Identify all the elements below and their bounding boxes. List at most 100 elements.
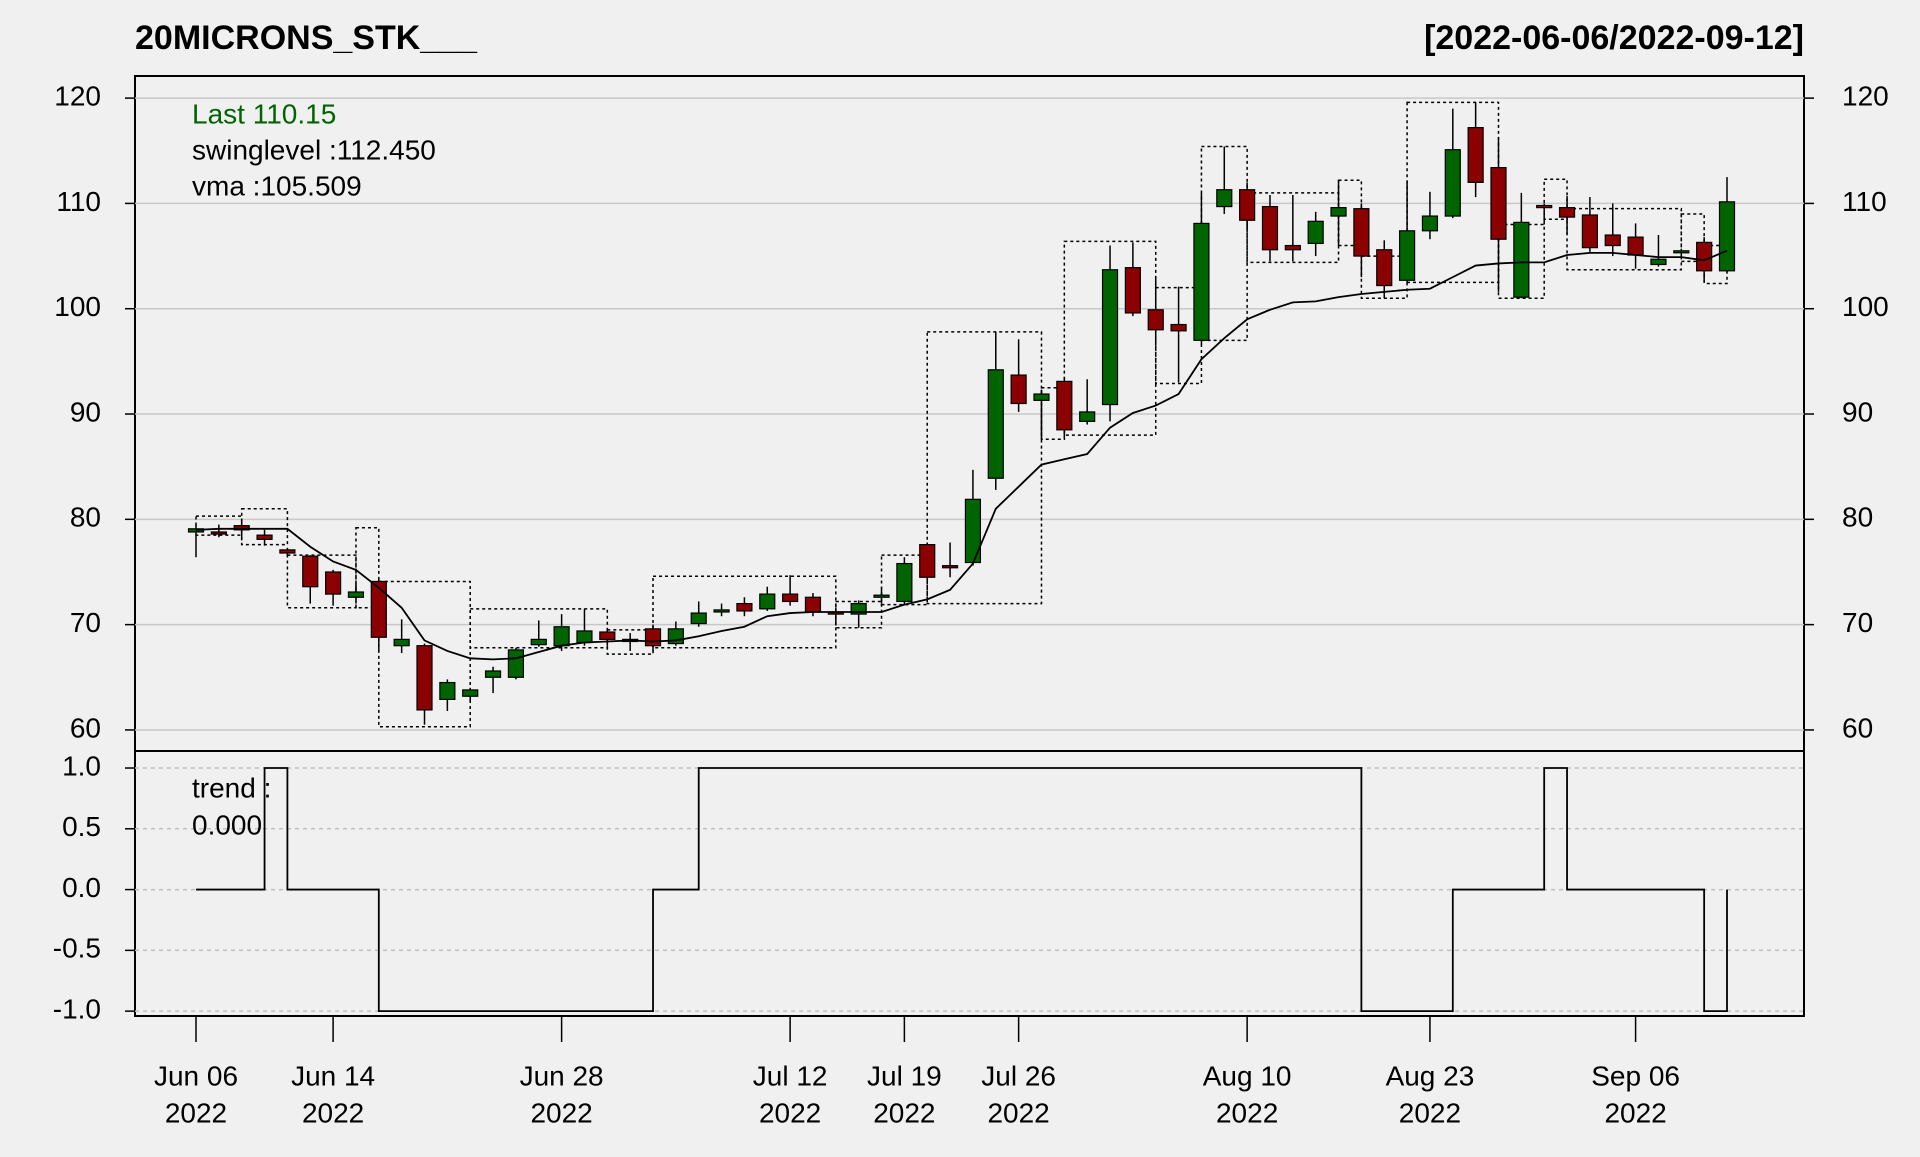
candle-body — [782, 593, 799, 603]
y-tick-label-right: 90 — [1842, 396, 1873, 427]
x-tick-label: Jun 14 — [291, 1060, 375, 1091]
candle-body — [393, 638, 410, 647]
candle-body — [576, 630, 593, 644]
legend-text: 0.000 — [192, 809, 262, 840]
candle-body — [302, 555, 319, 588]
candle-body — [690, 612, 707, 625]
swing-box — [469, 608, 609, 649]
candle-body — [919, 544, 936, 578]
chart-title: 20MICRONS_STK___ — [135, 19, 478, 57]
swing-box — [286, 554, 357, 609]
candle-body — [1124, 267, 1141, 314]
trend-line — [196, 767, 1728, 1013]
candle-body — [1376, 249, 1393, 287]
candle-body — [1239, 189, 1256, 221]
x-tick-label: 2022 — [1216, 1097, 1278, 1128]
candle-body — [210, 531, 227, 535]
candle-body — [1581, 214, 1598, 249]
candle-body — [1604, 234, 1621, 247]
x-tick-label: 2022 — [1399, 1097, 1461, 1128]
x-tick-label: Jul 26 — [981, 1060, 1056, 1091]
candle-body — [1696, 241, 1713, 272]
candle-body — [1444, 149, 1461, 217]
candle-body — [1353, 208, 1370, 257]
candle-body — [1193, 222, 1210, 341]
candle-body — [484, 670, 502, 678]
candle-body — [1284, 244, 1301, 251]
swing-box — [926, 331, 1043, 605]
candle-body — [439, 681, 456, 701]
x-tick-label: Jun 06 — [154, 1060, 238, 1091]
y-tick-label-right: 120 — [1842, 81, 1889, 112]
legend-text: swinglevel :112.450 — [192, 134, 436, 165]
x-tick-label: 2022 — [1604, 1097, 1666, 1128]
legend-text: vma :105.509 — [192, 170, 362, 201]
candle-body — [736, 602, 753, 612]
candle-body — [462, 689, 479, 697]
candle-body — [1101, 269, 1119, 406]
candle-body — [1490, 167, 1507, 240]
x-tick-label: 2022 — [165, 1097, 227, 1128]
candle-body — [1513, 221, 1530, 298]
candle-body — [1718, 201, 1736, 272]
candle-body — [1261, 205, 1279, 251]
candle-body — [1170, 323, 1187, 332]
x-tick-label: 2022 — [987, 1097, 1049, 1128]
candle-body — [1558, 207, 1576, 218]
y-tick-label: -1.0 — [53, 994, 101, 1025]
x-tick-label: Sep 06 — [1591, 1060, 1680, 1091]
swing-box — [355, 527, 380, 609]
candle-body — [416, 645, 433, 711]
y-tick-label: 110 — [56, 186, 101, 217]
x-tick-label: 2022 — [302, 1097, 364, 1128]
candle-body — [896, 562, 913, 603]
candle-body — [599, 631, 616, 640]
y-tick-label: 90 — [70, 396, 101, 427]
candle-body — [1650, 258, 1667, 266]
x-tick-label: Aug 23 — [1386, 1060, 1475, 1091]
y-tick-label: 120 — [54, 81, 101, 112]
candle-body — [530, 638, 547, 646]
candle-body — [1307, 220, 1324, 245]
candle-body — [1033, 393, 1050, 401]
x-tick-label: 2022 — [759, 1097, 821, 1128]
x-tick-label: 2022 — [530, 1097, 592, 1128]
candle-body — [1398, 230, 1416, 281]
vma-line — [195, 249, 1728, 661]
y-tick-label: 0.0 — [62, 872, 101, 903]
y-tick-label-right: 80 — [1842, 502, 1873, 533]
x-tick-label: Jun 28 — [520, 1060, 604, 1091]
candle-body — [1216, 189, 1233, 208]
candle-body — [233, 525, 250, 531]
swing-box — [1680, 213, 1705, 263]
candle-body — [987, 369, 1004, 479]
y-tick-label: 100 — [54, 291, 101, 322]
candle-body — [1147, 309, 1164, 331]
x-tick-label: 2022 — [873, 1097, 935, 1128]
candle-body — [850, 602, 867, 615]
y-tick-label-right: 70 — [1842, 607, 1873, 638]
candle-body — [1421, 215, 1439, 232]
candle-body — [507, 649, 525, 678]
y-tick-label: 1.0 — [62, 750, 101, 781]
x-tick-label: Aug 10 — [1203, 1060, 1292, 1091]
candle-body — [804, 596, 822, 613]
legend-text: Last 110.15 — [192, 98, 336, 129]
trend-panel — [134, 750, 1805, 1017]
candle-body — [1627, 236, 1644, 256]
candle-body — [279, 549, 296, 554]
candle-body — [553, 626, 570, 647]
candle-body — [370, 580, 387, 638]
y-tick-label: 0.5 — [62, 811, 101, 842]
y-tick-label-right: 100 — [1842, 291, 1889, 322]
candle-body — [644, 628, 662, 647]
swing-box — [378, 580, 471, 728]
candle-body — [325, 571, 342, 595]
candle-body — [759, 593, 776, 610]
candle-body — [1467, 126, 1484, 183]
candle-body — [1079, 411, 1096, 422]
candle-body — [1673, 250, 1690, 254]
candle-body — [941, 565, 959, 569]
